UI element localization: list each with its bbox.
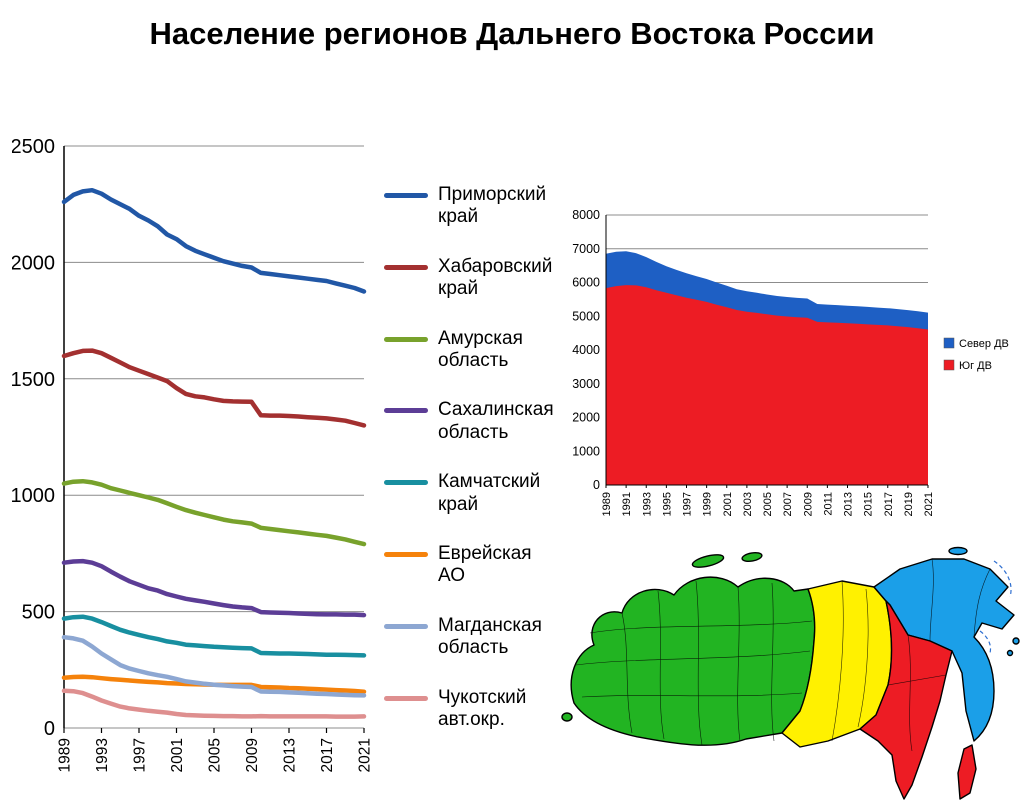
x-axis-label: 2011 bbox=[822, 492, 834, 516]
map-island-sakhalin bbox=[957, 744, 977, 800]
line-chart-legend: Приморский край Хабаровский край Амурская … bbox=[384, 184, 569, 732]
x-axis-label: 2001 bbox=[722, 492, 734, 516]
legend-item: Еврейская АО bbox=[384, 543, 569, 588]
legend-item: Магданская область bbox=[384, 615, 569, 660]
legend-swatch bbox=[384, 336, 428, 342]
y-axis-label: 6000 bbox=[572, 276, 600, 290]
x-axis-label: 2001 bbox=[169, 738, 186, 772]
area-legend-swatch bbox=[943, 359, 955, 371]
legend-swatch bbox=[384, 695, 428, 701]
x-axis-label: 1989 bbox=[601, 492, 613, 516]
x-axis-label: 2019 bbox=[903, 492, 915, 516]
series-line-Хабаровский-край bbox=[61, 348, 367, 428]
map-island-east-1 bbox=[1012, 637, 1020, 645]
area-legend-label: Север ДВ bbox=[959, 338, 1009, 350]
x-axis-label: 1995 bbox=[661, 492, 673, 516]
legend-label: Хабаровский край bbox=[438, 255, 553, 300]
area-legend-label: Юг ДВ bbox=[959, 360, 992, 372]
y-axis-label: 7000 bbox=[572, 242, 600, 256]
x-axis-label: 2005 bbox=[762, 492, 774, 516]
y-axis-label: 4000 bbox=[572, 343, 600, 357]
map-dashed-sea-borders bbox=[979, 560, 1012, 654]
map-region-rest-of-russia bbox=[570, 576, 816, 746]
line-chart: 0 500 1000 1500 2000 2500 1989 1993 1997 2001 2005… bbox=[12, 136, 373, 772]
y-axis-label: 3000 bbox=[572, 377, 600, 391]
legend-swatch bbox=[384, 193, 428, 198]
x-axis-label: 1989 bbox=[57, 738, 74, 772]
map-island-north-2 bbox=[741, 551, 763, 563]
x-axis-label: 2021 bbox=[923, 492, 935, 516]
map bbox=[561, 546, 1020, 800]
x-axis-label: 2021 bbox=[357, 738, 373, 772]
area-yug-dv bbox=[606, 285, 928, 485]
y-axis-label: 0 bbox=[44, 718, 55, 740]
legend-swatch bbox=[384, 623, 428, 629]
legend-label: Еврейская АО bbox=[438, 543, 532, 587]
x-axis-label: 1993 bbox=[641, 492, 653, 516]
x-axis-label: 1997 bbox=[132, 738, 149, 772]
legend-item: Хабаровский край bbox=[384, 256, 569, 301]
y-axis-label: 5000 bbox=[572, 309, 600, 323]
x-axis-label: 1997 bbox=[682, 492, 694, 516]
map-island-north-1 bbox=[691, 554, 725, 568]
legend-label: Камчатский край bbox=[438, 471, 541, 515]
x-axis-label: 2013 bbox=[843, 492, 855, 516]
y-axis-label: 1000 bbox=[12, 485, 55, 507]
legend-swatch bbox=[384, 480, 428, 486]
legend-item: Приморский край bbox=[384, 184, 569, 229]
y-axis-label: 2000 bbox=[12, 252, 55, 274]
map-region-south-far-east bbox=[859, 600, 953, 800]
legend-item: Сахалинская область bbox=[384, 399, 569, 444]
map-island-east-2 bbox=[1006, 649, 1014, 657]
area-legend-swatch bbox=[943, 337, 955, 349]
legend-swatch bbox=[384, 552, 428, 558]
legend-item: Камчатский край bbox=[384, 471, 569, 516]
series-line-Амурская-область bbox=[61, 478, 367, 547]
x-axis-label: 2007 bbox=[782, 492, 794, 516]
x-axis-label: 2017 bbox=[883, 492, 895, 516]
series-line-Магданская-область bbox=[61, 634, 367, 698]
x-axis-label: 1999 bbox=[702, 492, 714, 516]
x-axis-label: 2015 bbox=[863, 492, 875, 516]
y-axis-label: 500 bbox=[22, 602, 55, 624]
x-axis-label: 2003 bbox=[742, 492, 754, 516]
x-axis-label: 2005 bbox=[207, 738, 224, 772]
legend-label: Сахалинская область bbox=[438, 399, 554, 443]
page-title: Население регионов Дальнего Востока Росс… bbox=[149, 16, 875, 51]
x-axis-label: 2009 bbox=[244, 738, 261, 772]
series-line-Сахалинская-область bbox=[61, 558, 367, 618]
legend-label: Чукотский авт.окр. bbox=[438, 686, 527, 731]
y-axis-label: 0 bbox=[593, 478, 600, 492]
x-axis-label: 1991 bbox=[621, 492, 633, 516]
x-axis-label: 2009 bbox=[802, 492, 814, 516]
series-line-Чукотский-авт.окр. bbox=[61, 688, 367, 719]
legend-item: Амурская область bbox=[384, 328, 569, 373]
series-line-Камчатский-край bbox=[61, 614, 367, 658]
y-axis-label: 1500 bbox=[12, 369, 55, 391]
series-line-Приморский-край bbox=[61, 187, 367, 294]
legend-label: Амурская область bbox=[438, 327, 523, 372]
legend-label: Приморский край bbox=[438, 184, 547, 228]
x-axis-label: 2013 bbox=[282, 738, 299, 772]
map-kaliningrad bbox=[561, 712, 573, 722]
y-axis-label: 1000 bbox=[572, 444, 600, 458]
area-chart: 0 1000 2000 3000 4000 5000 6000 7000 8000 1989 199… bbox=[572, 208, 1009, 516]
y-axis-label: 8000 bbox=[572, 208, 600, 222]
legend-swatch bbox=[384, 408, 428, 414]
legend-label: Магданская область bbox=[438, 614, 542, 659]
y-axis-label: 2000 bbox=[572, 411, 600, 425]
map-region-north-far-east bbox=[873, 558, 1015, 742]
x-axis-label: 2017 bbox=[319, 738, 336, 772]
legend-item: Чукотский авт.окр. bbox=[384, 687, 569, 732]
y-axis-label: 2500 bbox=[12, 136, 55, 158]
map-internal-borders bbox=[575, 558, 991, 752]
legend-swatch bbox=[384, 264, 428, 270]
x-axis-label: 1993 bbox=[94, 738, 111, 772]
map-island-wrangel bbox=[948, 546, 968, 556]
